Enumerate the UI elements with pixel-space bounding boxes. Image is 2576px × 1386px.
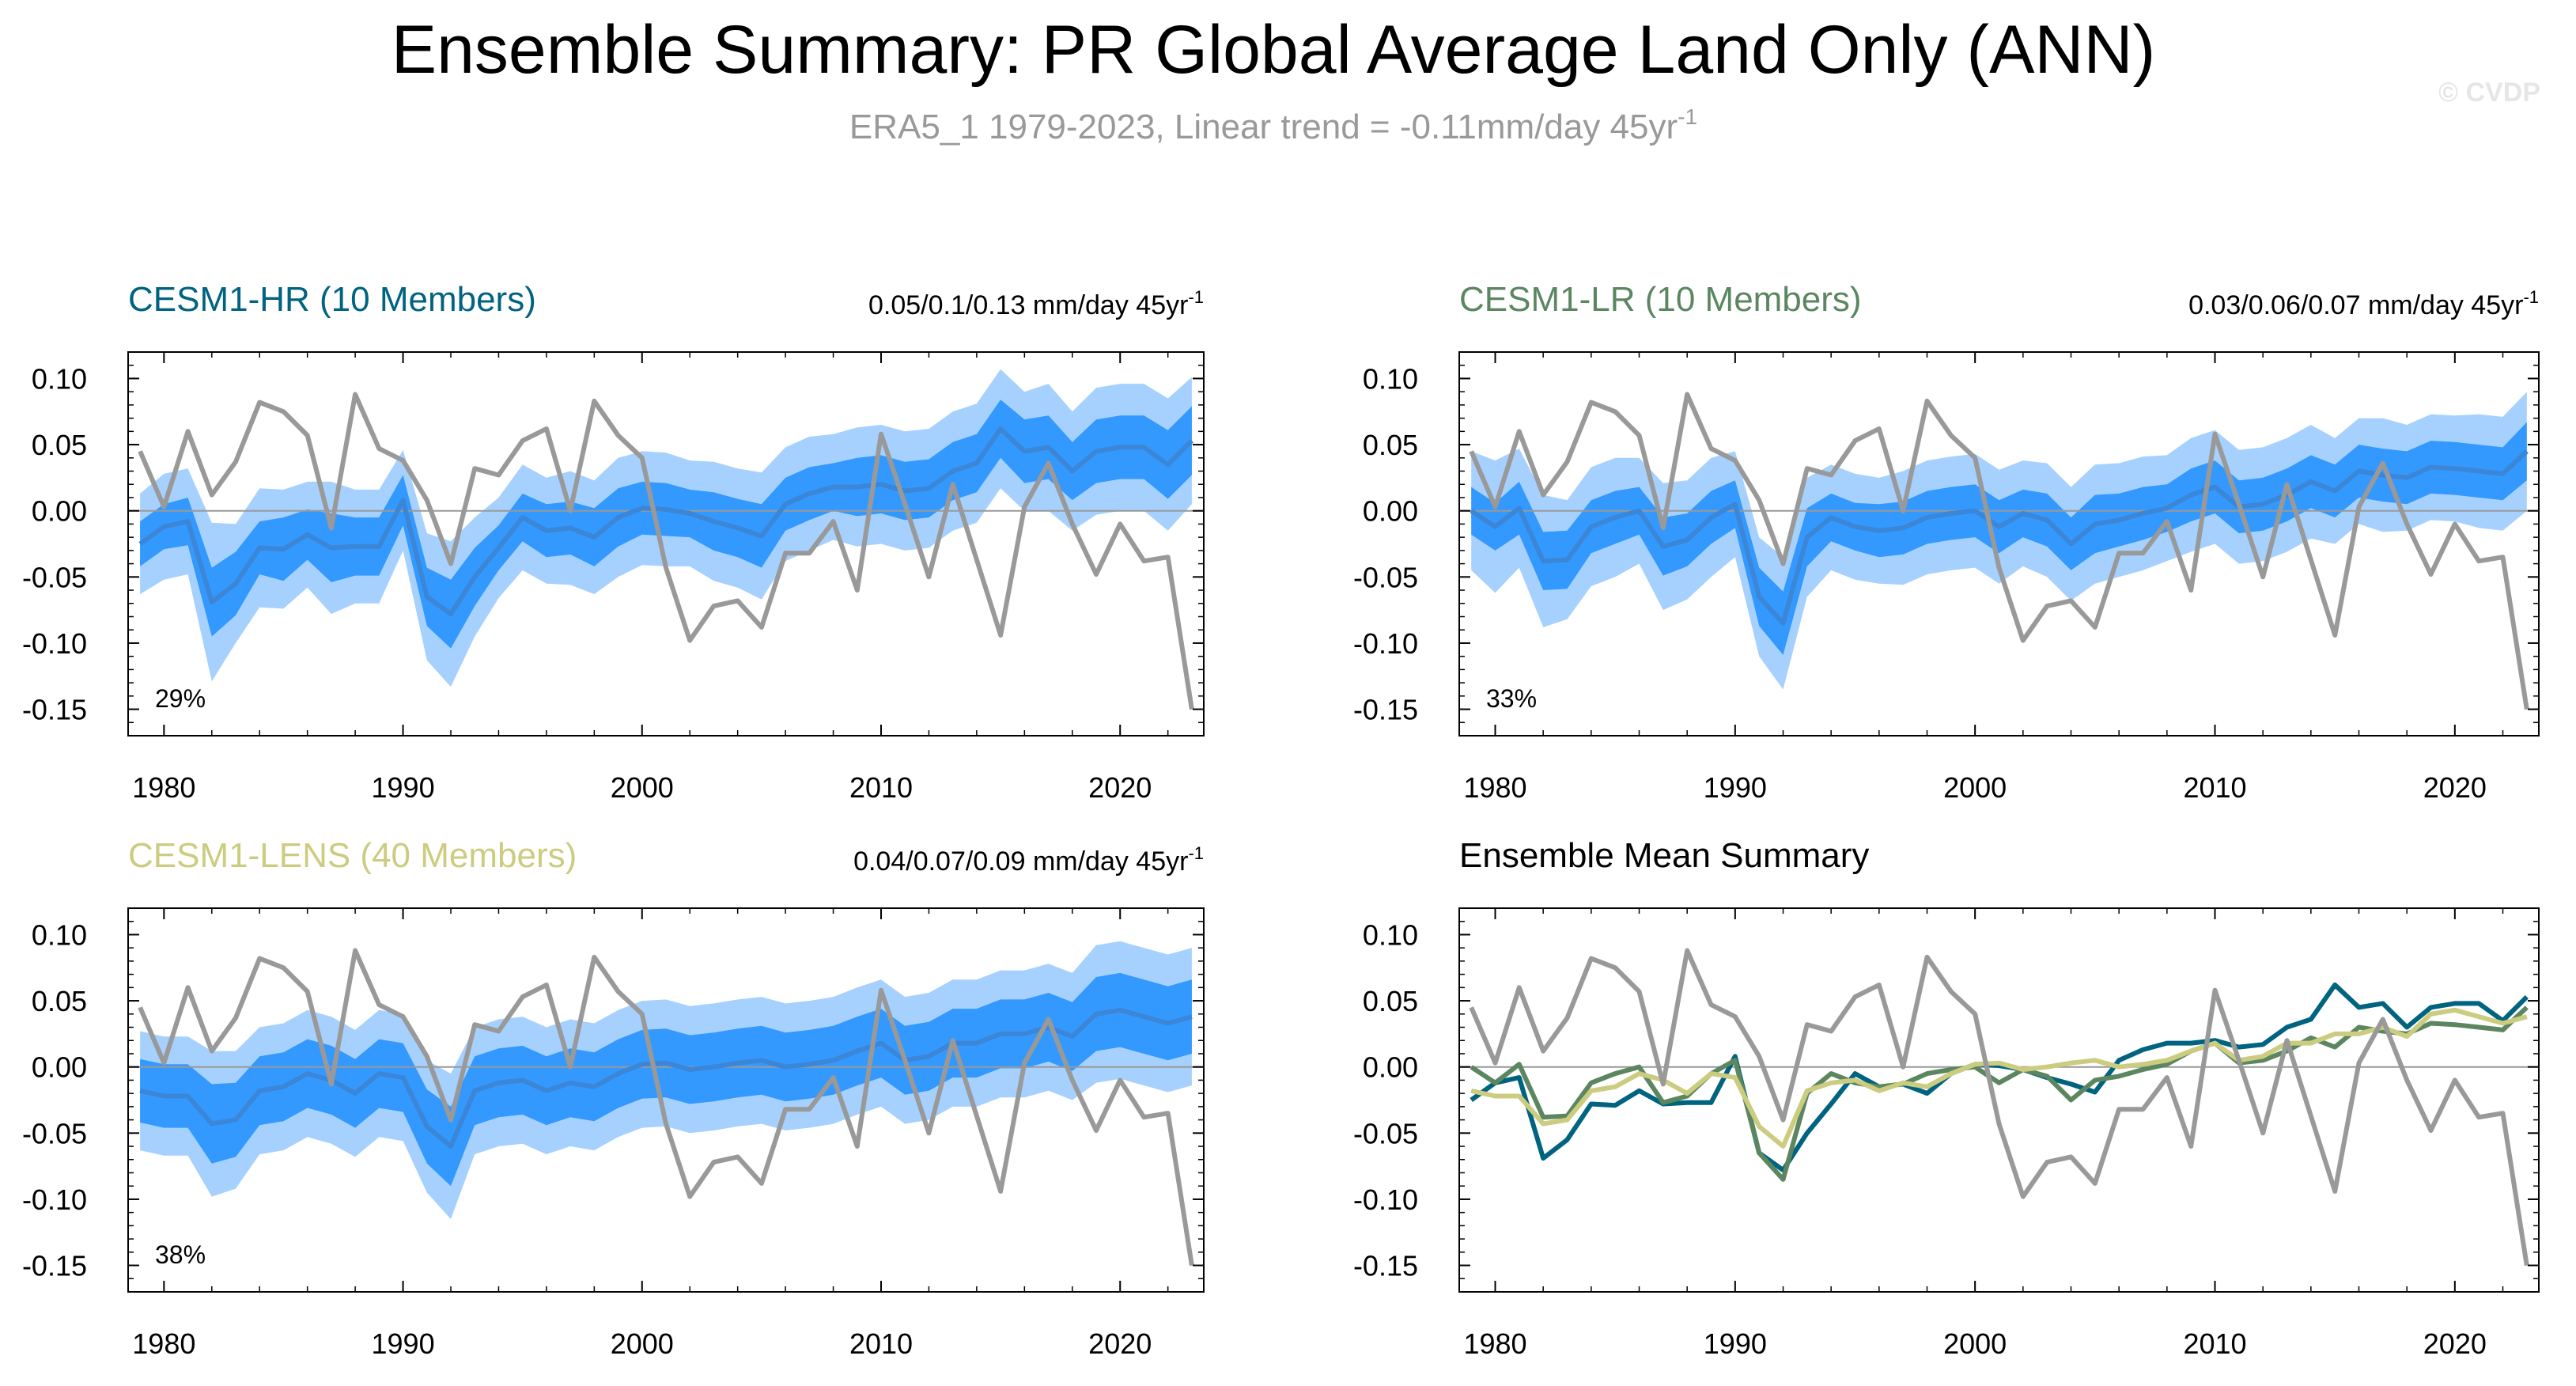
plot-frame <box>127 351 1205 737</box>
x-tick-label: 1980 <box>1463 1327 1526 1360</box>
trend-label-hr: 0.05/0.1/0.13 mm/day 45yr-1 <box>868 287 1204 320</box>
panel-hr: CESM1-HR (10 Members) 0.05/0.1/0.13 mm/da… <box>22 280 1205 804</box>
percent-label-lr: 33% <box>1486 684 1537 713</box>
y-tick-label: -0.05 <box>1353 1117 1418 1149</box>
spread-band-inner <box>140 400 1192 649</box>
plot-area-hr <box>128 369 1204 710</box>
series-line-hr <box>1470 983 2529 1173</box>
y-tick-label: 0.00 <box>32 1051 87 1084</box>
ensemble-mean-line <box>139 1007 1193 1149</box>
x-tick-label: 2000 <box>611 1327 674 1360</box>
y-tick-label: -0.05 <box>22 561 87 593</box>
panels: CESM1-HR (10 Members) 0.05/0.1/0.13 mm/da… <box>22 280 2540 1360</box>
panel-lr: CESM1-LR (10 Members) 0.03/0.06/0.07 mm/d… <box>1353 280 2540 804</box>
obs-line <box>1469 948 2529 1267</box>
panel-title-summary: Ensemble Mean Summary <box>1459 836 1869 875</box>
x-tick-label: 1980 <box>132 771 195 804</box>
x-tick-label: 1990 <box>372 1327 435 1360</box>
panel-title-hr: CESM1-HR (10 Members) <box>128 280 536 319</box>
figure-title: Ensemble Summary: PR Global Average Land… <box>392 12 2156 88</box>
y-tick-label: -0.05 <box>1353 561 1418 593</box>
x-tick-label: 1990 <box>1704 771 1767 804</box>
plot-area-lr <box>1459 392 2539 710</box>
subtitle-sup: -1 <box>1678 104 1697 129</box>
panel-summary: Ensemble Mean Summary 0.10 0.05 0.00 -0.05 -0… <box>1353 836 2540 1360</box>
plot-frame <box>127 907 1205 1293</box>
y-tick-label: -0.15 <box>22 694 87 726</box>
y-tick-label: -0.10 <box>1353 627 1418 660</box>
plot-frame <box>1458 907 2540 1293</box>
y-tick-label: -0.10 <box>22 1183 87 1216</box>
trend-value: 0.03/0.06/0.07 mm/day 45yr <box>2188 290 2523 320</box>
panel-title-lens: CESM1-LENS (40 Members) <box>128 836 577 875</box>
trend-value: 0.04/0.07/0.09 mm/day 45yr <box>853 846 1188 877</box>
plot-area-lens <box>128 941 1204 1267</box>
y-tick-label: 0.10 <box>32 918 87 951</box>
y-tick-label: -0.10 <box>22 627 87 660</box>
y-tick-label: 0.00 <box>32 495 87 528</box>
percent-label-hr: 29% <box>155 684 206 713</box>
x-tick-label: 2020 <box>2423 1327 2487 1360</box>
y-tick-label: 0.05 <box>1363 429 1418 461</box>
x-tick-label: 1990 <box>372 771 435 804</box>
y-tick-label: 0.10 <box>1363 918 1418 951</box>
x-tick-label: 1990 <box>1704 1327 1767 1360</box>
y-tick-label: -0.10 <box>1353 1183 1418 1216</box>
x-tick-label: 2020 <box>1088 771 1152 804</box>
panel-lens: CESM1-LENS (40 Members) 0.04/0.07/0.09 mm… <box>22 836 1205 1360</box>
trend-label-lr: 0.03/0.06/0.07 mm/day 45yr-1 <box>2188 287 2539 320</box>
x-tick-label: 2010 <box>849 771 913 804</box>
trend-label-lens: 0.04/0.07/0.09 mm/day 45yr-1 <box>853 843 1204 877</box>
y-tick-label: 0.10 <box>1363 362 1418 395</box>
series-line-lens <box>1470 1007 2528 1149</box>
spread-band-inner <box>1471 422 2527 655</box>
y-tick-label: 0.05 <box>32 429 87 461</box>
ensemble-mean-line <box>1470 449 2529 626</box>
y-tick-label: 0.00 <box>1363 1051 1418 1084</box>
y-tick-label: -0.05 <box>22 1117 87 1149</box>
x-tick-label: 2010 <box>2183 1327 2246 1360</box>
x-tick-label: 1980 <box>132 1327 195 1360</box>
trend-sup: -1 <box>2523 287 2539 307</box>
y-tick-label: 0.10 <box>32 362 87 395</box>
x-tick-label: 2000 <box>611 771 674 804</box>
x-tick-label: 2020 <box>1088 1327 1152 1360</box>
subtitle-main: ERA5_1 1979-2023, Linear trend = -0.11mm… <box>849 108 1678 146</box>
trend-sup: -1 <box>1188 843 1204 863</box>
watermark: © CVDP <box>2438 78 2540 108</box>
y-tick-label: 0.05 <box>1363 985 1418 1017</box>
y-tick-label: 0.05 <box>32 985 87 1017</box>
x-tick-label: 2010 <box>2183 771 2246 804</box>
spread-band-inner <box>140 972 1192 1187</box>
trend-sup: -1 <box>1188 287 1204 307</box>
percent-label-lens: 38% <box>155 1240 206 1269</box>
plot-frame <box>1458 351 2540 737</box>
ensemble-mean-line <box>138 426 1194 617</box>
x-tick-label: 2000 <box>1943 1327 2007 1360</box>
x-tick-label: 2000 <box>1943 771 2007 804</box>
x-tick-label: 2010 <box>849 1327 913 1360</box>
y-tick-label: -0.15 <box>22 1250 87 1282</box>
x-tick-label: 1980 <box>1463 771 1526 804</box>
y-tick-label: 0.00 <box>1363 495 1418 528</box>
figure-subtitle: ERA5_1 1979-2023, Linear trend = -0.11mm… <box>849 104 1697 146</box>
obs-line <box>1469 392 2529 710</box>
obs-line <box>138 392 1194 710</box>
y-tick-label: -0.15 <box>1353 1250 1418 1282</box>
x-tick-label: 2020 <box>2423 771 2487 804</box>
obs-line <box>138 948 1194 1267</box>
y-tick-label: -0.15 <box>1353 694 1418 726</box>
plot-area-summary <box>1459 948 2539 1267</box>
trend-value: 0.05/0.1/0.13 mm/day 45yr <box>868 290 1188 320</box>
panel-title-lr: CESM1-LR (10 Members) <box>1459 280 1862 319</box>
